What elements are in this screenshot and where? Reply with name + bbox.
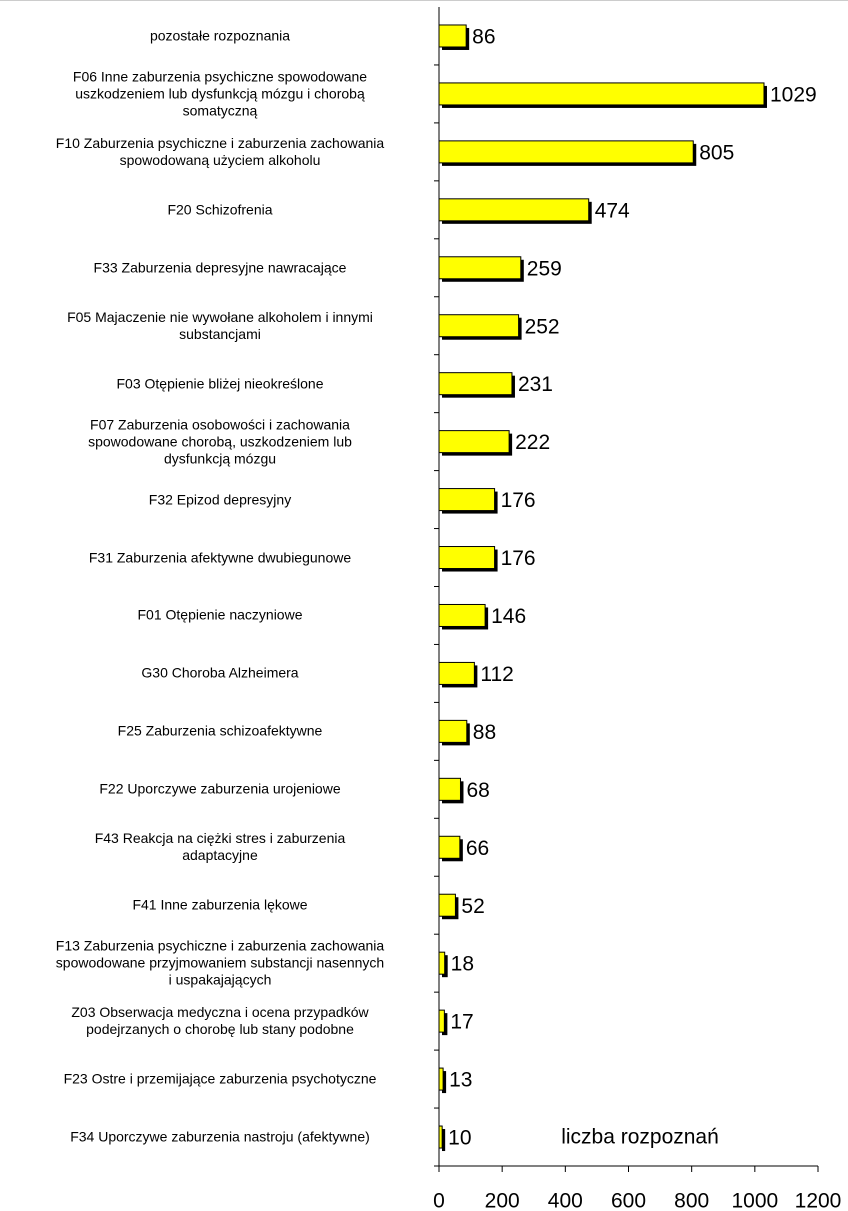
category-label: pozostałe rozpoznania xyxy=(149,27,291,44)
category-label: F10 Zaburzenia psychiczne i zaburzenia z… xyxy=(55,134,385,168)
bar xyxy=(438,893,456,917)
data-label: 805 xyxy=(699,141,734,164)
x-tick-label: 800 xyxy=(674,1190,709,1211)
category-label: F34 Uporczywe zaburzenia nastroju (afekt… xyxy=(70,1128,370,1145)
data-label: 474 xyxy=(595,199,630,222)
x-tick-label: 1000 xyxy=(731,1190,778,1211)
bar xyxy=(438,1125,443,1149)
bar-shadow xyxy=(442,1071,447,1094)
bar xyxy=(438,24,467,48)
x-tick-label: 600 xyxy=(611,1190,646,1211)
data-label: 18 xyxy=(451,953,474,976)
data-label: 146 xyxy=(491,605,526,628)
bar xyxy=(438,140,694,164)
category-label: F23 Ostre i przemijające zaburzenia psyc… xyxy=(63,1070,377,1087)
bar xyxy=(438,603,486,627)
category-label: F41 Inne zaburzenia lękowe xyxy=(132,896,308,913)
bar xyxy=(438,430,510,454)
data-label: 68 xyxy=(466,779,489,802)
x-tick-label: 0 xyxy=(433,1190,445,1211)
data-label: 176 xyxy=(501,489,536,512)
data-label: 1029 xyxy=(770,83,817,106)
data-label: 259 xyxy=(527,257,562,280)
data-label: 52 xyxy=(461,895,484,918)
category-label: F13 Zaburzenia psychiczne i zaburzenia z… xyxy=(55,937,385,988)
data-label: 66 xyxy=(466,837,489,860)
category-label: F03 Otępienie bliżej nieokreślone xyxy=(116,375,324,392)
category-label: G30 Choroba Alzheimera xyxy=(141,664,299,681)
category-label: F07 Zaburzenia osobowości i zachowania s… xyxy=(88,416,352,467)
category-label: F25 Zaburzenia schizoafektywne xyxy=(117,722,323,739)
bar xyxy=(438,198,590,222)
bar xyxy=(438,1067,444,1091)
bar xyxy=(438,82,765,106)
category-label: Z03 Obserwacja medyczna i ocena przypadk… xyxy=(71,1004,369,1038)
category-label: F20 Schizofrenia xyxy=(167,201,273,218)
data-label: 86 xyxy=(472,26,495,49)
data-label: 231 xyxy=(518,373,553,396)
bar xyxy=(438,951,446,975)
bar xyxy=(438,546,496,570)
category-label: F32 Epizod depresyjny xyxy=(148,491,292,508)
bar xyxy=(438,777,461,801)
data-label: 17 xyxy=(450,1011,473,1034)
data-label: 13 xyxy=(449,1069,472,1092)
data-label: 176 xyxy=(501,547,536,570)
bar xyxy=(438,256,522,280)
bar xyxy=(438,719,468,743)
bar xyxy=(438,661,475,685)
x-tick-label: 200 xyxy=(485,1190,520,1211)
category-label: F06 Inne zaburzenia psychiczne spowodowa… xyxy=(72,68,368,119)
data-label: 10 xyxy=(448,1127,471,1150)
bar xyxy=(438,1009,445,1033)
x-tick-label: 1200 xyxy=(795,1190,842,1211)
x-tick-label: 400 xyxy=(548,1190,583,1211)
data-label: 88 xyxy=(473,721,496,744)
bar xyxy=(438,314,520,338)
category-label: F31 Zaburzenia afektywne dwubiegunowe xyxy=(88,549,352,566)
bar xyxy=(438,488,496,512)
data-label: 252 xyxy=(525,315,560,338)
bar-shadow xyxy=(442,1129,446,1152)
bar xyxy=(438,835,461,859)
data-label: 112 xyxy=(480,663,513,686)
x-axis-label: liczba rozpoznań xyxy=(561,1126,719,1149)
bar xyxy=(438,372,513,396)
category-label: F33 Zaburzenia depresyjne nawracające xyxy=(93,259,347,276)
category-label: F01 Otępienie naczyniowe xyxy=(137,606,303,623)
category-label: F43 Reakcja na ciężki stres i zaburzenia… xyxy=(94,830,346,864)
category-label: F05 Majaczenie nie wywołane alkoholem i … xyxy=(67,308,373,342)
data-label: 222 xyxy=(515,431,550,454)
category-label: F22 Uporczywe zaburzenia urojeniowe xyxy=(99,780,341,797)
